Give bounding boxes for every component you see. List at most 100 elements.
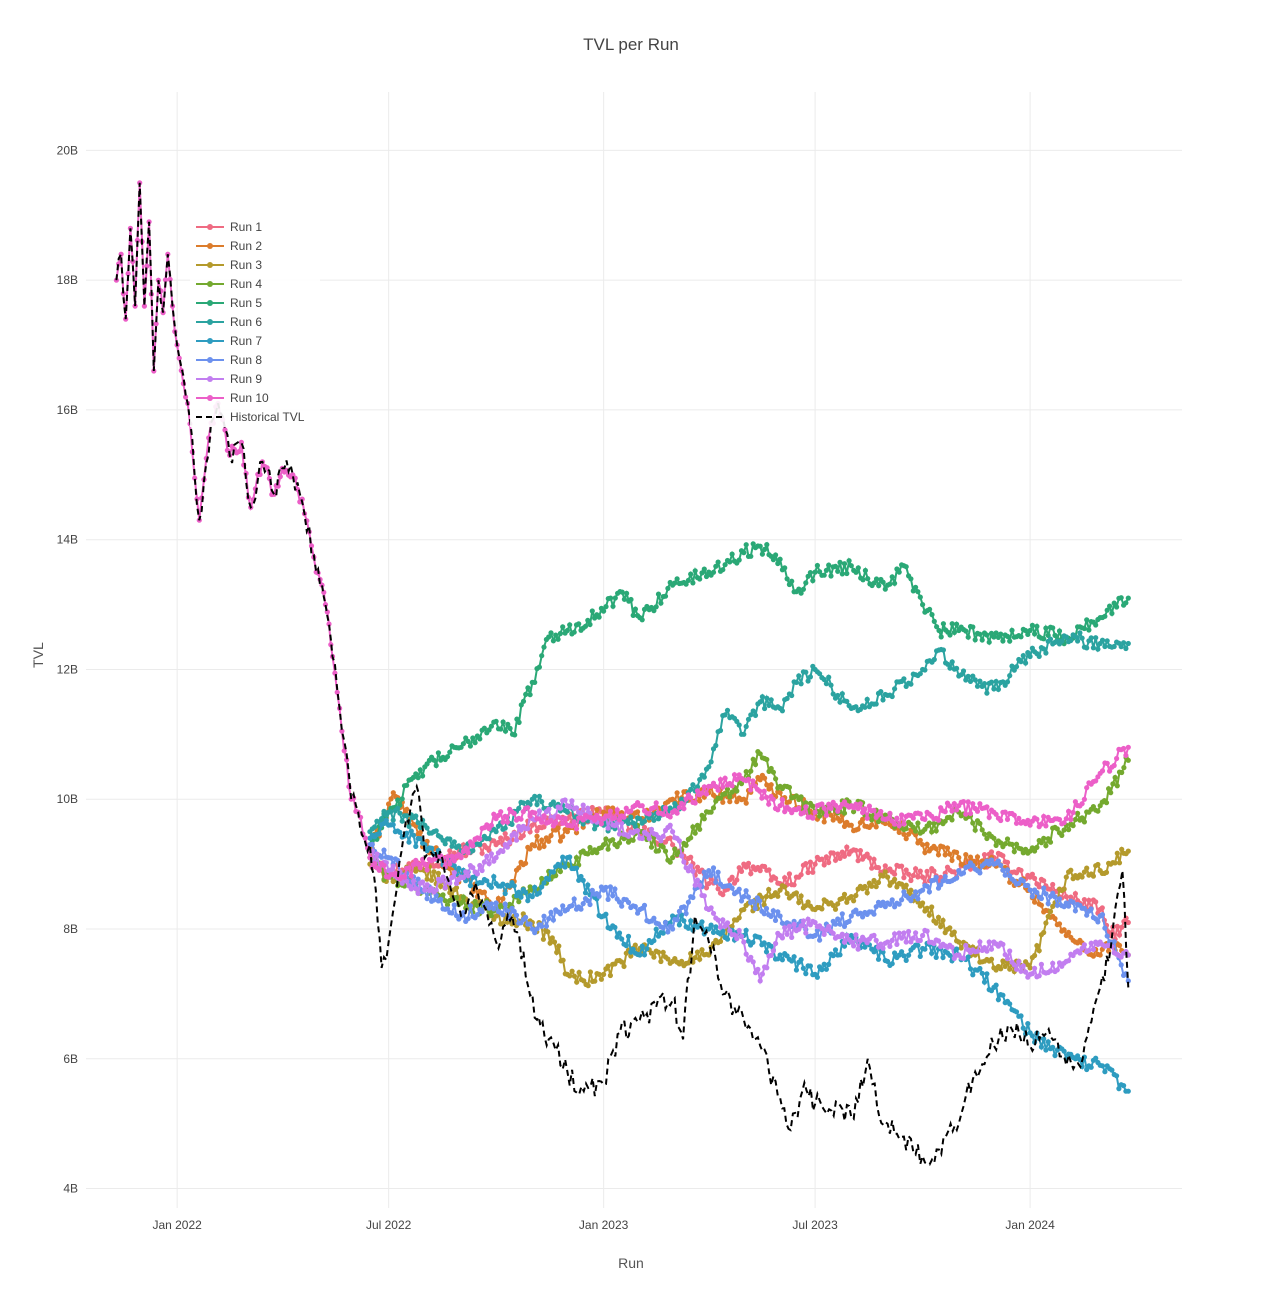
legend-item[interactable]: Run 6 xyxy=(196,315,262,329)
series-point xyxy=(864,890,870,896)
legend-item[interactable]: Run 8 xyxy=(196,353,262,367)
series-point xyxy=(688,795,694,801)
series-point xyxy=(729,789,735,795)
series-point xyxy=(504,844,510,850)
series-point xyxy=(752,905,758,912)
legend-item[interactable]: Run 3 xyxy=(196,258,262,272)
series-run-5 xyxy=(367,541,1131,848)
series-point xyxy=(869,865,875,871)
legend-item[interactable]: Run 1 xyxy=(196,220,262,234)
series-point xyxy=(1077,630,1083,636)
series-point xyxy=(672,846,678,852)
series-point xyxy=(931,820,937,827)
legend-item[interactable]: Run 5 xyxy=(196,296,262,310)
series-point xyxy=(853,932,859,938)
series-point xyxy=(901,875,907,881)
series-point xyxy=(1075,1053,1081,1059)
legend-item[interactable]: Historical TVL xyxy=(196,410,305,424)
series-point xyxy=(814,927,821,933)
series-point xyxy=(984,690,990,696)
series-point xyxy=(605,846,611,852)
series-point xyxy=(1075,638,1081,644)
series-point xyxy=(779,708,786,714)
series-point xyxy=(846,558,852,564)
series-point xyxy=(1000,853,1006,859)
x-tick-label: Jan 2023 xyxy=(579,1218,629,1232)
legend-item[interactable]: Run 2 xyxy=(196,239,262,253)
series-point xyxy=(828,812,834,818)
series-point xyxy=(417,829,423,836)
series-point xyxy=(773,552,779,558)
series-point xyxy=(1029,893,1035,900)
series-point xyxy=(1114,604,1120,610)
series-point xyxy=(915,896,921,902)
series-point xyxy=(920,932,926,939)
series-point xyxy=(764,782,770,788)
series-point xyxy=(486,861,492,867)
series-point xyxy=(592,817,598,823)
series-point xyxy=(692,568,698,574)
series-point xyxy=(729,874,735,880)
series-point xyxy=(1034,889,1040,896)
series-point xyxy=(1084,865,1090,871)
series-point xyxy=(853,907,859,913)
series-point xyxy=(326,621,332,627)
series-point xyxy=(1081,905,1087,912)
series-point xyxy=(784,890,790,897)
series-point xyxy=(960,668,967,674)
series-point xyxy=(1004,836,1011,842)
series-point xyxy=(567,804,573,810)
series-point xyxy=(472,740,478,746)
series-point xyxy=(853,801,859,807)
series-point xyxy=(810,803,816,809)
series-point xyxy=(768,782,774,788)
series-point xyxy=(536,845,543,851)
series-point xyxy=(493,829,499,835)
series-point xyxy=(534,926,540,932)
series-point xyxy=(594,807,600,813)
series-point xyxy=(931,868,937,874)
series-point xyxy=(527,846,533,852)
series-point xyxy=(665,956,671,962)
series-point xyxy=(1066,903,1072,909)
series-point xyxy=(750,959,756,965)
series-point xyxy=(880,697,886,703)
series-point xyxy=(404,830,410,836)
series-point xyxy=(844,844,850,850)
series-point xyxy=(1102,925,1108,931)
series-point xyxy=(708,905,714,911)
series-point xyxy=(699,919,705,925)
series-point xyxy=(444,754,451,760)
series-point xyxy=(1045,913,1051,920)
series-point xyxy=(1041,885,1047,891)
series-point xyxy=(670,926,676,932)
series-point xyxy=(532,930,538,936)
legend-item[interactable]: Run 7 xyxy=(196,334,262,348)
series-point xyxy=(415,820,421,826)
legend-item[interactable]: Run 9 xyxy=(196,372,262,386)
series-point xyxy=(665,929,671,935)
series-point xyxy=(474,871,480,877)
series-point xyxy=(832,906,839,912)
series-point xyxy=(927,606,933,612)
series-point xyxy=(706,952,712,958)
series-point xyxy=(722,791,728,797)
legend-item[interactable]: Run 4 xyxy=(196,277,262,291)
series-point xyxy=(1102,643,1108,650)
series-point xyxy=(1070,809,1076,816)
series-point xyxy=(670,829,676,835)
series-point xyxy=(706,868,712,874)
series-point xyxy=(1029,971,1035,977)
series-point xyxy=(153,321,159,327)
series-point xyxy=(605,896,611,903)
series-point xyxy=(635,809,641,815)
series-point xyxy=(587,901,593,908)
series-point xyxy=(1027,887,1033,893)
legend-item[interactable]: Run 10 xyxy=(196,391,269,405)
series-point xyxy=(481,889,487,895)
series-point xyxy=(899,949,905,955)
series-point xyxy=(460,894,466,900)
series-point xyxy=(844,899,850,905)
series-point xyxy=(435,750,441,756)
series-point xyxy=(763,893,770,900)
